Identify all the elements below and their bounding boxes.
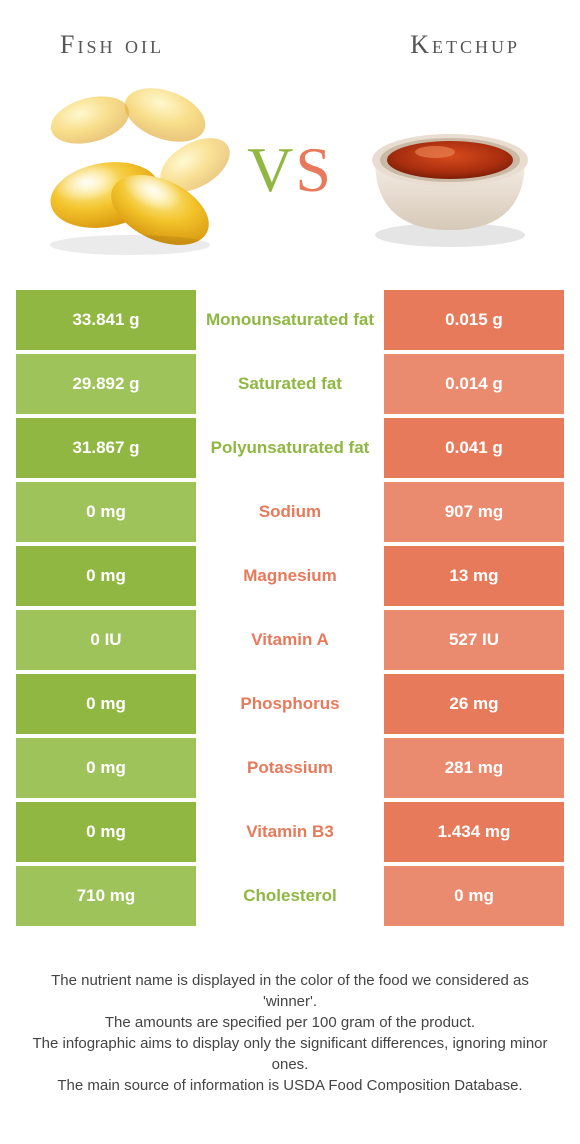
nutrient-row: 0 IUVitamin A527 IU [16,610,564,670]
capsules-icon [30,80,230,260]
right-value: 0 mg [384,866,564,926]
left-value: 710 mg [16,866,196,926]
nutrient-label: Saturated fat [196,354,384,414]
right-value: 0.015 g [384,290,564,350]
nutrient-row: 29.892 gSaturated fat0.014 g [16,354,564,414]
nutrient-row: 0 mgPotassium281 mg [16,738,564,798]
footer-line-1: The nutrient name is displayed in the co… [30,970,550,1012]
nutrient-label: Monounsaturated fat [196,290,384,350]
right-food-title: Ketchup [410,30,520,60]
ketchup-image [350,80,550,260]
vs-v: V [247,134,295,205]
footer-notes: The nutrient name is displayed in the co… [0,930,580,1096]
nutrient-label: Magnesium [196,546,384,606]
ketchup-bowl-icon [350,80,550,260]
nutrient-row: 0 mgPhosphorus26 mg [16,674,564,734]
left-value: 0 mg [16,546,196,606]
nutrient-label: Cholesterol [196,866,384,926]
left-food-title: Fish oil [60,30,164,60]
nutrient-row: 31.867 gPolyunsaturated fat0.041 g [16,418,564,478]
header: Fish oil Ketchup [0,0,580,70]
nutrient-label: Potassium [196,738,384,798]
nutrient-label: Sodium [196,482,384,542]
right-value: 26 mg [384,674,564,734]
nutrient-row: 0 mgMagnesium13 mg [16,546,564,606]
footer-line-3: The infographic aims to display only the… [30,1033,550,1075]
nutrient-label: Vitamin B3 [196,802,384,862]
footer-line-4: The main source of information is USDA F… [30,1075,550,1096]
right-value: 0.014 g [384,354,564,414]
vs-label: VS [247,133,333,207]
left-value: 0 mg [16,802,196,862]
right-value: 281 mg [384,738,564,798]
right-value: 907 mg [384,482,564,542]
nutrient-table: 33.841 gMonounsaturated fat0.015 g29.892… [0,290,580,926]
left-value: 0 mg [16,482,196,542]
nutrient-label: Polyunsaturated fat [196,418,384,478]
right-value: 527 IU [384,610,564,670]
images-row: VS [0,70,580,290]
left-value: 29.892 g [16,354,196,414]
nutrient-row: 0 mgSodium907 mg [16,482,564,542]
left-value: 0 IU [16,610,196,670]
vs-s: S [295,134,333,205]
nutrient-row: 710 mgCholesterol0 mg [16,866,564,926]
nutrient-row: 33.841 gMonounsaturated fat0.015 g [16,290,564,350]
nutrient-label: Vitamin A [196,610,384,670]
fish-oil-image [30,80,230,260]
footer-line-2: The amounts are specified per 100 gram o… [30,1012,550,1033]
left-value: 0 mg [16,738,196,798]
nutrient-row: 0 mgVitamin B31.434 mg [16,802,564,862]
right-value: 0.041 g [384,418,564,478]
left-value: 0 mg [16,674,196,734]
right-value: 13 mg [384,546,564,606]
left-value: 31.867 g [16,418,196,478]
right-value: 1.434 mg [384,802,564,862]
nutrient-label: Phosphorus [196,674,384,734]
left-value: 33.841 g [16,290,196,350]
